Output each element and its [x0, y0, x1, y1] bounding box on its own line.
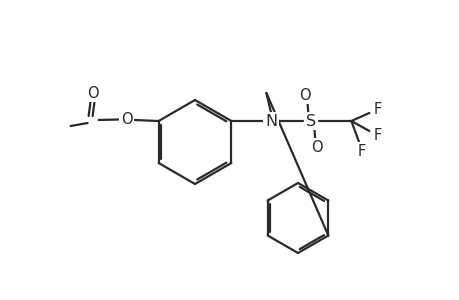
Text: F: F: [357, 143, 365, 158]
Text: F: F: [372, 128, 381, 142]
Text: S: S: [306, 113, 316, 128]
Text: O: O: [311, 140, 323, 154]
Text: F: F: [372, 101, 381, 116]
Text: O: O: [87, 85, 98, 100]
Text: O: O: [121, 112, 132, 127]
Text: N: N: [265, 113, 277, 128]
Text: O: O: [299, 88, 310, 103]
